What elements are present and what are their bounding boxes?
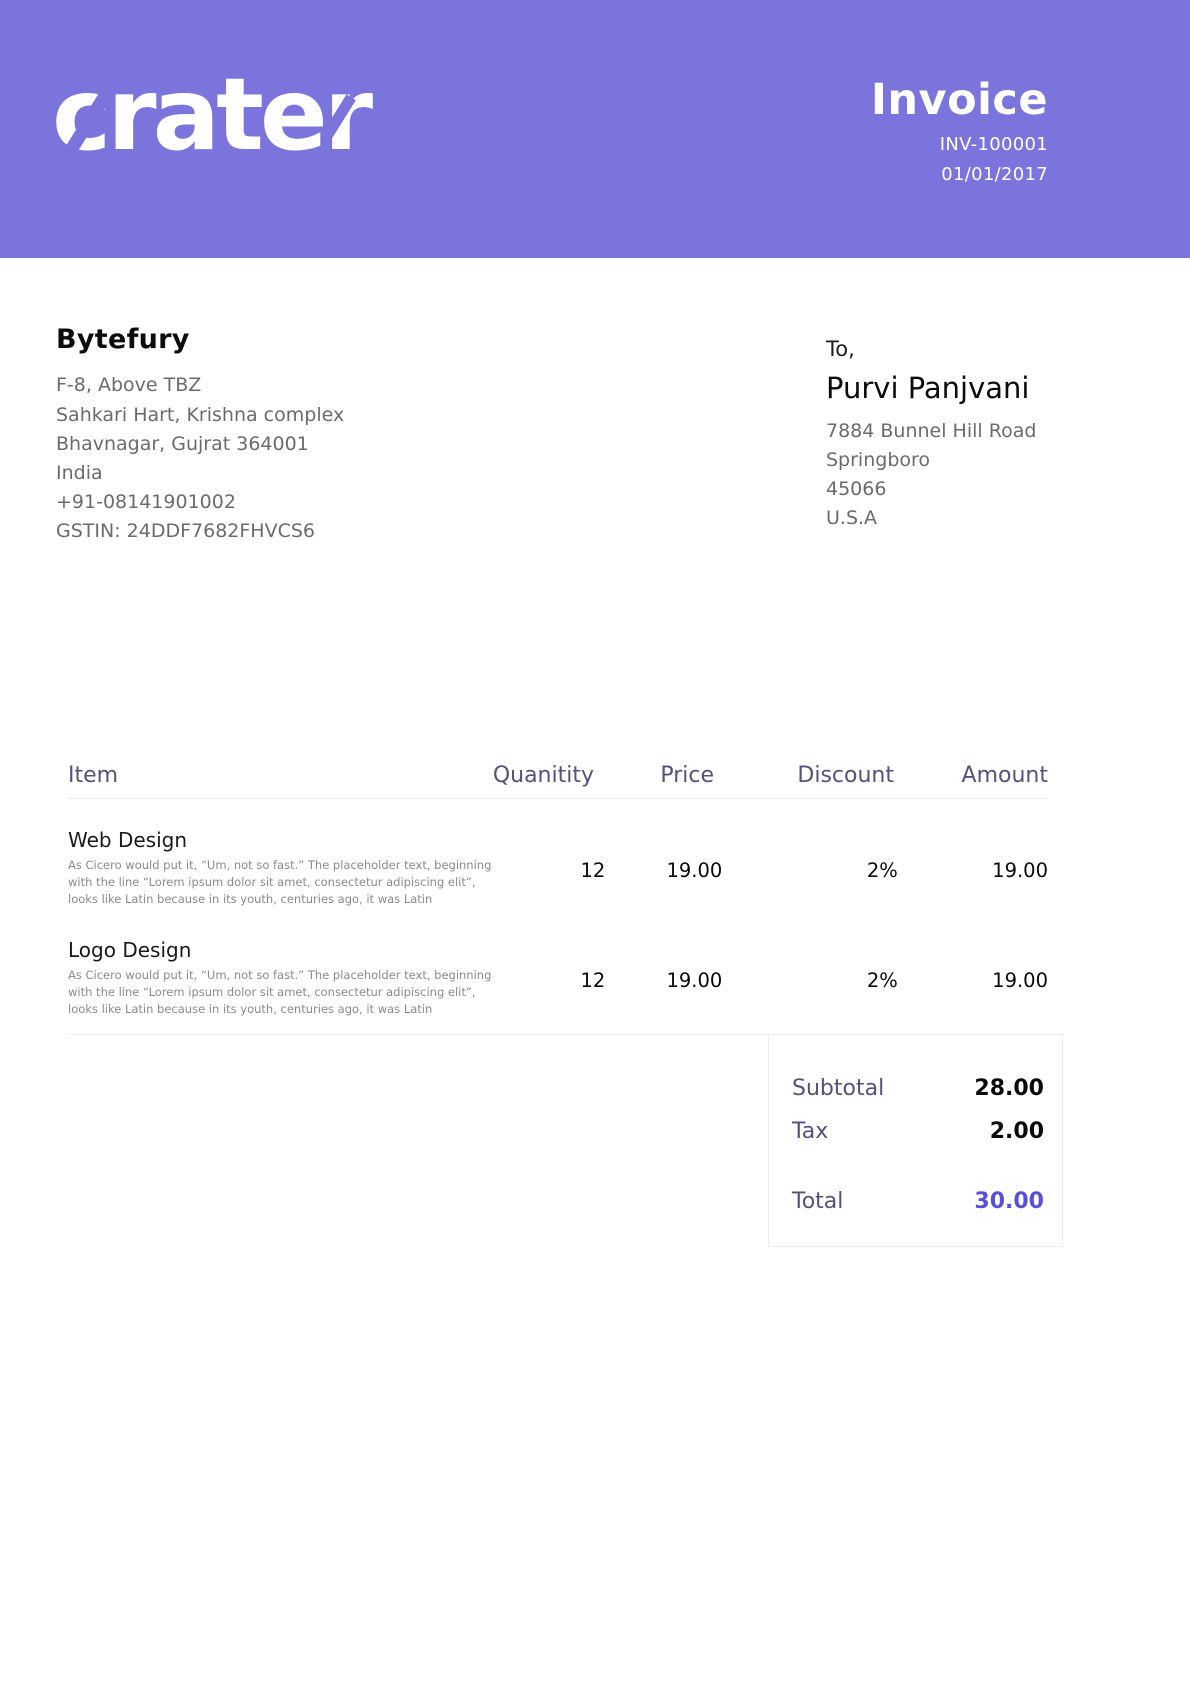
item-name: Web Design [68, 827, 188, 852]
table-row: Logo Design As Cicero would put it, “Um,… [68, 909, 1048, 1019]
item-discount: 2% [866, 968, 898, 992]
crater-logo: crater [52, 60, 373, 170]
company-block: Bytefury F-8, Above TBZ Sahkari Hart, Kr… [56, 322, 616, 546]
table-header-row: Item Quanitity Price Discount Amount [68, 763, 1048, 799]
invoice-title: Invoice [870, 75, 1048, 125]
header-discount: Discount [797, 762, 894, 788]
total-label: Total [792, 1188, 844, 1214]
item-cell: Web Design As Cicero would put it, “Um, … [68, 827, 498, 909]
addresses-section: Bytefury F-8, Above TBZ Sahkari Hart, Kr… [0, 258, 1190, 546]
total-row: Total 30.00 [792, 1188, 1044, 1217]
bill-to-address-line: Springboro [826, 449, 931, 472]
subtotal-value: 28.00 [974, 1076, 1044, 1102]
company-name: Bytefury [56, 324, 190, 355]
company-gstin: GSTIN: 24DDF7682FHVCS6 [56, 519, 315, 542]
item-amount: 19.00 [992, 858, 1048, 882]
tax-value: 2.00 [989, 1118, 1044, 1144]
totals-box: Subtotal 28.00 Tax 2.00 Total 30.00 [768, 1035, 1063, 1248]
tax-label: Tax [792, 1118, 829, 1144]
table-bottom-divider [68, 1034, 1063, 1036]
bill-to-block: To, Purvi Panjvani 7884 Bunnel Hill Road… [826, 322, 1190, 546]
total-value: 30.00 [974, 1188, 1044, 1214]
item-cell: Logo Design As Cicero would put it, “Um,… [68, 937, 498, 1019]
header-price: Price [660, 762, 714, 788]
tax-row: Tax 2.00 [792, 1118, 1044, 1147]
company-address-line: India [56, 461, 103, 484]
header-amount: Amount [961, 762, 1048, 788]
item-discount: 2% [866, 858, 898, 882]
invoice-meta: Invoice INV-100001 01/01/2017 [870, 75, 1048, 186]
item-description: As Cicero would put it, “Um, not so fast… [68, 967, 492, 1017]
subtotal-row: Subtotal 28.00 [792, 1075, 1044, 1104]
bill-to-address-line: U.S.A [826, 507, 878, 530]
item-description: As Cicero would put it, “Um, not so fast… [68, 857, 492, 907]
company-address-line: F-8, Above TBZ [56, 374, 202, 397]
item-price: 19.00 [666, 858, 723, 882]
invoice-date: 01/01/2017 [941, 164, 1048, 186]
company-address: F-8, Above TBZ Sahkari Hart, Krishna com… [56, 371, 616, 545]
bill-to-label: To, [826, 337, 855, 361]
bill-to-address-line: 45066 [826, 478, 887, 501]
items-table: Item Quanitity Price Discount Amount Web… [68, 763, 1063, 1248]
item-amount: 19.00 [992, 968, 1048, 992]
invoice-number: INV-100001 [939, 134, 1048, 156]
logo-text: crater [52, 56, 373, 173]
item-price: 19.00 [666, 968, 723, 992]
item-name: Logo Design [68, 937, 192, 962]
item-quantity: 12 [580, 858, 606, 882]
header-item: Item [68, 762, 119, 788]
header-quantity: Quanitity [492, 762, 594, 788]
company-address-line: Bhavnagar, Gujrat 364001 [56, 432, 309, 455]
bill-to-address-line: 7884 Bunnel Hill Road [826, 419, 1037, 442]
company-address-line: Sahkari Hart, Krishna complex [56, 403, 345, 426]
company-phone: +91-08141901002 [56, 490, 236, 513]
bill-to-name: Purvi Panjvani [826, 371, 1030, 406]
header-band: crater Invoice INV-100001 01/01/2017 [0, 0, 1190, 258]
item-quantity: 12 [580, 968, 606, 992]
subtotal-label: Subtotal [792, 1076, 885, 1102]
table-row: Web Design As Cicero would put it, “Um, … [68, 799, 1048, 909]
